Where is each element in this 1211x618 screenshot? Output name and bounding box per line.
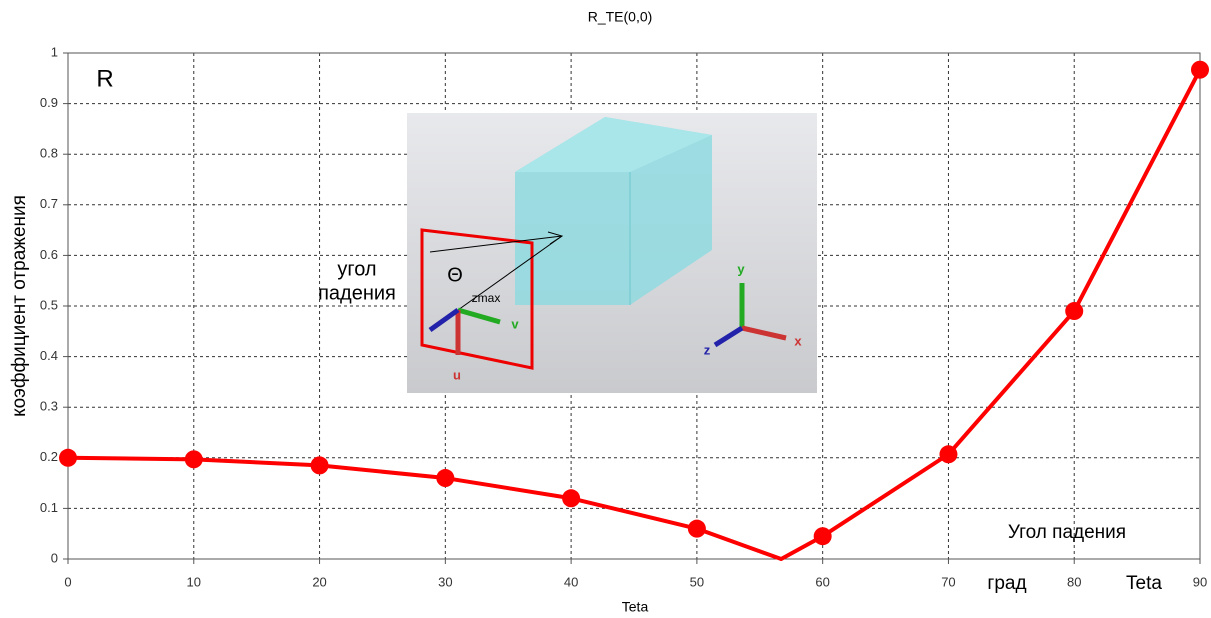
point xyxy=(562,489,580,507)
y-tick-label: 0.9 xyxy=(40,95,58,110)
x-tick-label: 10 xyxy=(187,574,201,589)
x-tick-label: 30 xyxy=(438,574,452,589)
chart: R_TE(0,0) Teta коэффициент отражения уго… xyxy=(0,0,1211,618)
annotation: угол xyxy=(337,258,376,280)
annotation: zmax xyxy=(472,291,501,305)
x-tick-label: 50 xyxy=(690,574,704,589)
x-tick-label: 60 xyxy=(815,574,829,589)
x-tick-label: 80 xyxy=(1067,574,1081,589)
point xyxy=(1191,61,1209,79)
point xyxy=(939,445,957,463)
x-tick-label: 0 xyxy=(64,574,71,589)
annotation: град xyxy=(987,573,1026,594)
annotation: y xyxy=(737,261,745,276)
y-tick-label: 0.8 xyxy=(40,146,58,161)
inset: угол падения Θ zmax v u y x z xyxy=(318,113,817,393)
annotation: R xyxy=(96,65,113,92)
annotation: Teta xyxy=(1126,573,1162,594)
x-tick-label: 20 xyxy=(312,574,326,589)
y-axis-label: коэффициент отражения xyxy=(9,195,30,417)
x-tick-label: 40 xyxy=(564,574,578,589)
point xyxy=(688,520,706,538)
point xyxy=(59,449,77,467)
y-tick-label: 0.7 xyxy=(40,196,58,211)
y-tick-label: 0.5 xyxy=(40,297,58,312)
point xyxy=(1065,302,1083,320)
annotation: x xyxy=(794,333,802,348)
y-tick-label: 1 xyxy=(51,44,58,59)
y-tick-label: 0.2 xyxy=(40,449,58,464)
point xyxy=(436,469,454,487)
x-axis-label: Teta xyxy=(622,599,649,615)
point xyxy=(814,527,832,545)
y-tick-label: 0.1 xyxy=(40,500,58,515)
x-tick-label: 70 xyxy=(941,574,955,589)
annotation: z xyxy=(704,342,711,357)
y-tick-label: 0 xyxy=(51,550,58,565)
annotation: Угол падения xyxy=(1008,522,1126,543)
annotation: v xyxy=(511,316,519,331)
y-tick-label: 0.6 xyxy=(40,247,58,262)
y-tick-label: 0.3 xyxy=(40,399,58,414)
y-tick-label: 0.4 xyxy=(40,348,58,363)
annotation: падения xyxy=(318,282,396,304)
annotation: Θ xyxy=(447,264,463,286)
chart-title: R_TE(0,0) xyxy=(588,9,653,25)
annotation: u xyxy=(453,367,461,382)
point xyxy=(311,456,329,474)
x-tick-label: 90 xyxy=(1193,574,1207,589)
point xyxy=(185,450,203,468)
